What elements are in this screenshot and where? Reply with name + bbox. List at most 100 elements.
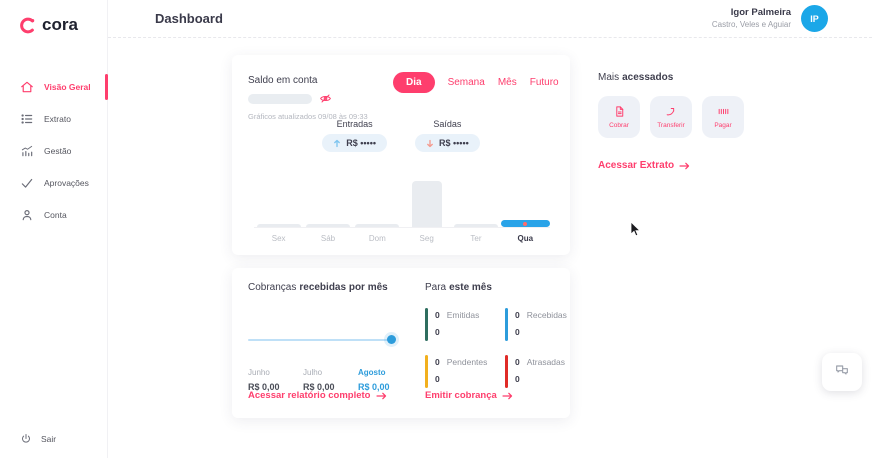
tab-semana[interactable]: Semana — [447, 77, 485, 88]
sidebar-item-label: Extrato — [44, 114, 71, 124]
balance-value-masked — [248, 92, 368, 105]
user-info: Igor Palmeira Castro, Veles e Aguiar — [712, 7, 791, 29]
outflow-label: Saídas — [433, 119, 462, 129]
cobrar-label: Cobrar — [609, 122, 629, 129]
bar-ter — [453, 224, 498, 227]
period-tabs: Dia Semana Mês Futuro — [393, 72, 559, 93]
stat-color-bar — [425, 355, 428, 388]
stat-emitidas: 0 Emitidas 0 — [425, 308, 505, 341]
person-icon — [20, 208, 34, 222]
sidebar-item-extrato[interactable]: Extrato — [0, 103, 107, 135]
day-label-sex[interactable]: Sex — [271, 234, 286, 243]
stat-recebidas: 0 Recebidas 0 — [505, 308, 585, 341]
sidebar-item-label: Visão Geral — [44, 82, 91, 92]
logout-label: Sair — [41, 434, 57, 444]
chat-button[interactable] — [822, 353, 862, 391]
balance-label: Saldo em conta — [248, 75, 318, 86]
sidebar: cora Visão Geral Extrato Gestão — [0, 0, 108, 458]
bar-chart-icon — [20, 144, 34, 158]
stat-color-bar — [505, 355, 508, 388]
month-stats-block: Para este mês 0 Emitidas 0 0 Recebidas 0 — [425, 282, 585, 388]
billing-card: Cobranças recebidas por mês Junho R$ 0,00… — [232, 268, 570, 418]
inflow-label: Entradas — [336, 119, 373, 129]
invoice-icon — [613, 105, 626, 118]
arrow-down-icon — [426, 139, 434, 148]
user-company: Castro, Veles e Aguiar — [711, 20, 791, 29]
cora-logo: cora — [0, 0, 107, 35]
arrow-right-icon — [502, 392, 513, 400]
selected-day-dot — [523, 221, 528, 226]
sidebar-item-sair[interactable]: Sair — [0, 433, 107, 458]
overview-card: Saldo em conta Gráficos atualizados 09/0… — [232, 55, 570, 255]
day-label-qua[interactable]: Qua — [517, 234, 534, 243]
quick-actions: Mais acessados Cobrar Transferir Pagar — [598, 72, 744, 173]
bar-qua-selected[interactable] — [500, 220, 550, 227]
stat-color-bar — [425, 308, 428, 341]
mouse-cursor — [630, 221, 641, 242]
transfer-icon — [665, 105, 678, 118]
bar-dom — [355, 224, 400, 227]
sidebar-item-gestao[interactable]: Gestão — [0, 135, 107, 167]
outflow-block: Saídas R$ ••••• — [415, 119, 480, 152]
day-label-sab[interactable]: Sáb — [320, 234, 336, 243]
sidebar-item-visao-geral[interactable]: Visão Geral — [0, 71, 108, 103]
sidebar-nav: Visão Geral Extrato Gestão Aprovações — [0, 71, 108, 231]
barcode-icon — [717, 105, 730, 118]
bar-sex — [256, 224, 301, 227]
inflow-value: R$ ••••• — [346, 138, 376, 148]
month-julho: Julho R$ 0,00 — [303, 368, 335, 392]
stat-pendentes: 0 Pendentes 0 — [425, 355, 505, 388]
page-title: Dashboard — [155, 11, 223, 26]
check-icon — [20, 176, 34, 190]
avatar[interactable]: IP — [801, 5, 828, 32]
arrow-right-icon — [679, 162, 690, 170]
home-icon — [20, 80, 34, 94]
eye-off-icon[interactable] — [319, 92, 332, 105]
bar-sab — [305, 224, 350, 227]
tab-dia[interactable]: Dia — [393, 72, 435, 93]
charts-updated-text: Gráficos atualizados 09/08 às 09:33 — [248, 112, 368, 121]
tab-mes[interactable]: Mês — [497, 77, 517, 88]
month-junho: Junho R$ 0,00 — [248, 368, 280, 392]
arrow-right-icon — [375, 392, 387, 400]
arrow-up-icon — [333, 139, 341, 148]
full-report-link[interactable]: Acessar relatório completo — [248, 390, 387, 401]
month-stats-title: Para este mês — [425, 282, 492, 293]
inflow-outflow-row: Entradas R$ ••••• Saídas R$ ••••• — [232, 119, 570, 152]
access-extrato-link[interactable]: Acessar Extrato — [598, 160, 690, 171]
header: Dashboard Igor Palmeira Castro, Veles e … — [108, 0, 872, 38]
quick-action-buttons: Cobrar Transferir Pagar — [598, 96, 744, 138]
cora-logo-icon — [20, 17, 35, 33]
power-icon — [20, 433, 32, 445]
line-chart-point[interactable] — [387, 335, 396, 344]
day-label-seg[interactable]: Seg — [419, 234, 434, 243]
outflow-value: R$ ••••• — [439, 138, 469, 148]
sidebar-item-aprovacoes[interactable]: Aprovações — [0, 167, 107, 199]
transferir-button[interactable]: Transferir — [650, 96, 692, 138]
cobrar-button[interactable]: Cobrar — [598, 96, 640, 138]
pagar-button[interactable]: Pagar — [702, 96, 744, 138]
day-label-dom[interactable]: Dom — [368, 234, 386, 243]
sidebar-item-label: Conta — [44, 210, 67, 220]
stat-color-bar — [505, 308, 508, 341]
billing-title: Cobranças recebidas por mês — [248, 282, 388, 293]
balance-block: Saldo em conta Gráficos atualizados 09/0… — [248, 75, 368, 121]
brand-name: cora — [42, 15, 78, 34]
list-icon — [20, 112, 34, 126]
user-name: Igor Palmeira — [730, 7, 791, 18]
chat-bubbles-icon — [834, 362, 850, 383]
stats-grid: 0 Emitidas 0 0 Recebidas 0 0 Pendentes 0 — [425, 308, 585, 388]
bar-seg — [411, 181, 442, 227]
pagar-label: Pagar — [714, 122, 732, 129]
emit-billing-link[interactable]: Emitir cobrança — [425, 390, 513, 401]
outflow-value-pill: R$ ••••• — [415, 134, 480, 152]
tab-futuro[interactable]: Futuro — [529, 77, 559, 88]
sidebar-item-conta[interactable]: Conta — [0, 199, 107, 231]
active-indicator — [105, 74, 108, 100]
day-labels: Sex Sáb Dom Seg Ter Qua — [254, 234, 550, 243]
stat-atrasadas: 0 Atrasadas 0 — [505, 355, 585, 388]
day-label-ter[interactable]: Ter — [470, 234, 482, 243]
daily-bar-chart: Sex Sáb Dom Seg Ter Qua — [254, 178, 550, 243]
inflow-block: Entradas R$ ••••• — [322, 119, 387, 152]
